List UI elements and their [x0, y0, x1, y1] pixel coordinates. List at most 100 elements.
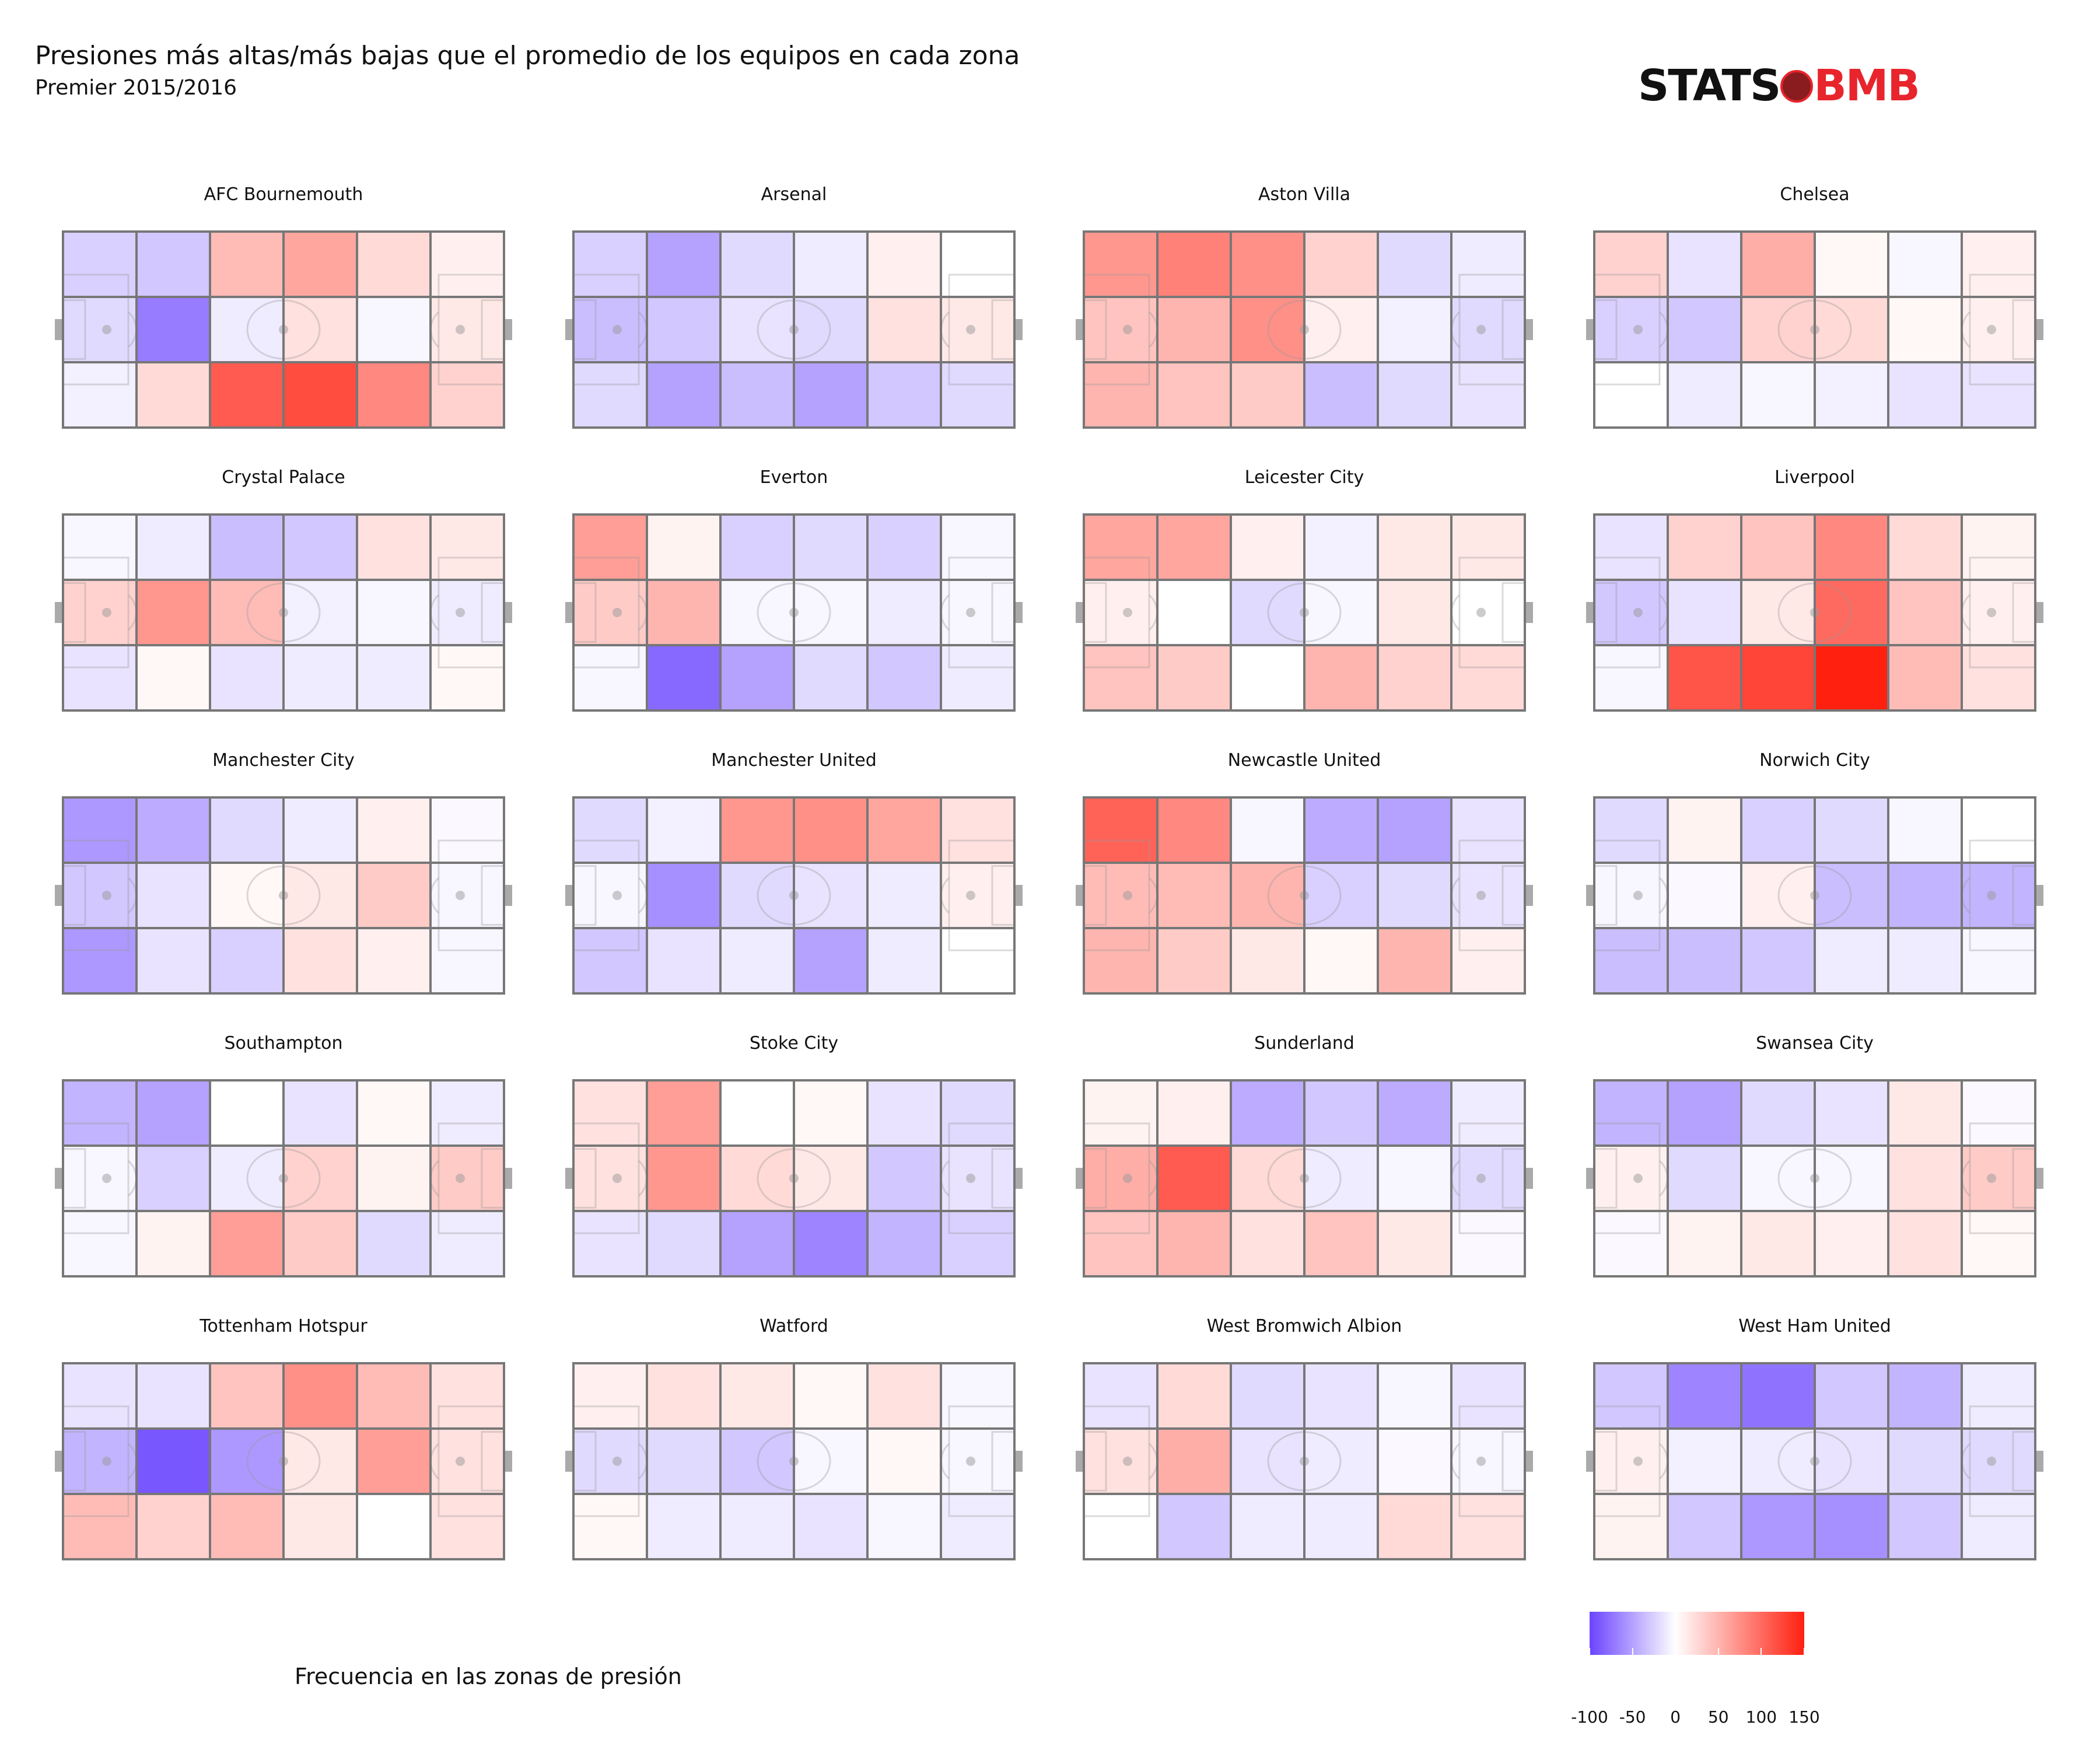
heatmap-cell [1304, 1146, 1378, 1211]
heatmap-cell [357, 1080, 430, 1146]
team-name: Tottenham Hotspur [199, 1316, 368, 1336]
pitch-left-penalty-spot [1633, 608, 1643, 617]
pitch-left-goal [1076, 1168, 1084, 1189]
pitch-left-penalty-spot [102, 325, 111, 334]
heatmap-cell [573, 645, 647, 710]
pitch-right-goal [1014, 885, 1023, 906]
pitch-left-goal [55, 885, 63, 906]
heatmap-cell [357, 362, 430, 428]
heatmap-cell [210, 1363, 284, 1429]
heatmap-cell [720, 1494, 794, 1559]
heatmap-cell [1231, 645, 1304, 710]
heatmap-cell [1668, 863, 1741, 928]
team-heatmap: West Ham United [1586, 1316, 2043, 1560]
team-name: Liverpool [1774, 467, 1855, 488]
heatmap-cell [720, 297, 794, 362]
heatmap-cell [136, 928, 210, 993]
heatmap-cell [1815, 645, 1888, 710]
heatmap-cell [284, 362, 357, 428]
heatmap-cell [794, 863, 867, 928]
heatmap-cell [210, 645, 284, 710]
pitch-right-goal [1525, 1451, 1533, 1472]
heatmap-cell [1231, 232, 1304, 297]
pitch-border [572, 796, 1016, 995]
heatmap-cell [1304, 1211, 1378, 1276]
pitch-border [1593, 1079, 2036, 1278]
pitch-border [1083, 513, 1526, 712]
pitch-border [1593, 230, 2036, 429]
heatmap-cell [430, 1146, 504, 1211]
pitch-right-penalty-spot [966, 608, 975, 617]
heatmap-cell [1378, 863, 1451, 928]
heatmap-cell [1888, 645, 1962, 710]
heatmap-cell [136, 1080, 210, 1146]
heatmap-cell [210, 863, 284, 928]
heatmap-cell [1594, 797, 1668, 863]
heatmap-cell [1451, 863, 1525, 928]
heatmap-cell [136, 1494, 210, 1559]
heatmap-cell [357, 863, 430, 928]
heatmap-cell [647, 514, 720, 580]
heatmap-cell [1451, 1080, 1525, 1146]
heatmap-cell [1304, 232, 1378, 297]
pitch-left-goal [565, 1451, 573, 1472]
heatmap-cell [647, 1494, 720, 1559]
heatmap-cell [1815, 232, 1888, 297]
team-name: Swansea City [1756, 1033, 1874, 1054]
heatmap-cell [794, 362, 867, 428]
logo-text-right: BMB [1780, 61, 1920, 111]
legend-tick-label: 150 [1788, 1707, 1820, 1727]
team-heatmap: Stoke City [565, 1033, 1023, 1278]
heatmap-cell [1668, 1363, 1741, 1429]
heatmap-cell [573, 1211, 647, 1276]
heatmap-cell [941, 1080, 1014, 1146]
heatmap-cell [867, 1080, 941, 1146]
heatmap-cell [1594, 1363, 1668, 1429]
heatmap-cell [647, 297, 720, 362]
heatmap-cell [1594, 232, 1668, 297]
heatmap-cell [1157, 297, 1231, 362]
heatmap-cell [1084, 1494, 1157, 1559]
heatmap-cell [1888, 1211, 1962, 1276]
heatmap-cell [430, 232, 504, 297]
heatmap-cell [941, 362, 1014, 428]
heatmap-cell [1741, 297, 1815, 362]
heatmap-cell [430, 1211, 504, 1276]
pitch-right-penalty-spot [1476, 325, 1486, 334]
pitch-right-goal [1525, 602, 1533, 623]
heatmap-cell [720, 362, 794, 428]
heatmap-cell [1231, 580, 1304, 645]
pitch-left-goal [1076, 319, 1084, 340]
heatmap-cell [867, 297, 941, 362]
heatmap-cell [1962, 1429, 2035, 1494]
heatmap-cell [720, 1429, 794, 1494]
pitch-border [1083, 796, 1526, 995]
heatmap-cell [210, 1494, 284, 1559]
heatmap-cell [1157, 580, 1231, 645]
heatmap-cell [1231, 1363, 1304, 1429]
heatmap-cell [63, 1211, 136, 1276]
pitch-right-goal [2035, 602, 2043, 623]
heatmap-cell [647, 232, 720, 297]
heatmap-cell [1378, 1080, 1451, 1146]
heatmap-cell [647, 797, 720, 863]
heatmap-cell [430, 1080, 504, 1146]
heatmap-cell [1084, 645, 1157, 710]
pitch-right-penalty-spot [1987, 608, 1996, 617]
pitch-right-goal [1014, 1451, 1023, 1472]
heatmap-cell [1304, 797, 1378, 863]
heatmap-cell [284, 1494, 357, 1559]
team-name: West Ham United [1738, 1316, 1891, 1336]
pitch-right-goal [1525, 319, 1533, 340]
heatmap-cell [1888, 580, 1962, 645]
heatmap-cell [1815, 863, 1888, 928]
heatmap-cell [210, 362, 284, 428]
heatmap-cell [1594, 645, 1668, 710]
team-name: Southampton [225, 1033, 343, 1054]
legend-tick-mark [1760, 1648, 1762, 1655]
pitch-left-penalty-spot [102, 891, 111, 900]
heatmap-cell [1888, 1146, 1962, 1211]
team-name: Watford [760, 1316, 828, 1336]
heatmap-cell [1668, 232, 1741, 297]
pitch-left-penalty-spot [1633, 325, 1643, 334]
